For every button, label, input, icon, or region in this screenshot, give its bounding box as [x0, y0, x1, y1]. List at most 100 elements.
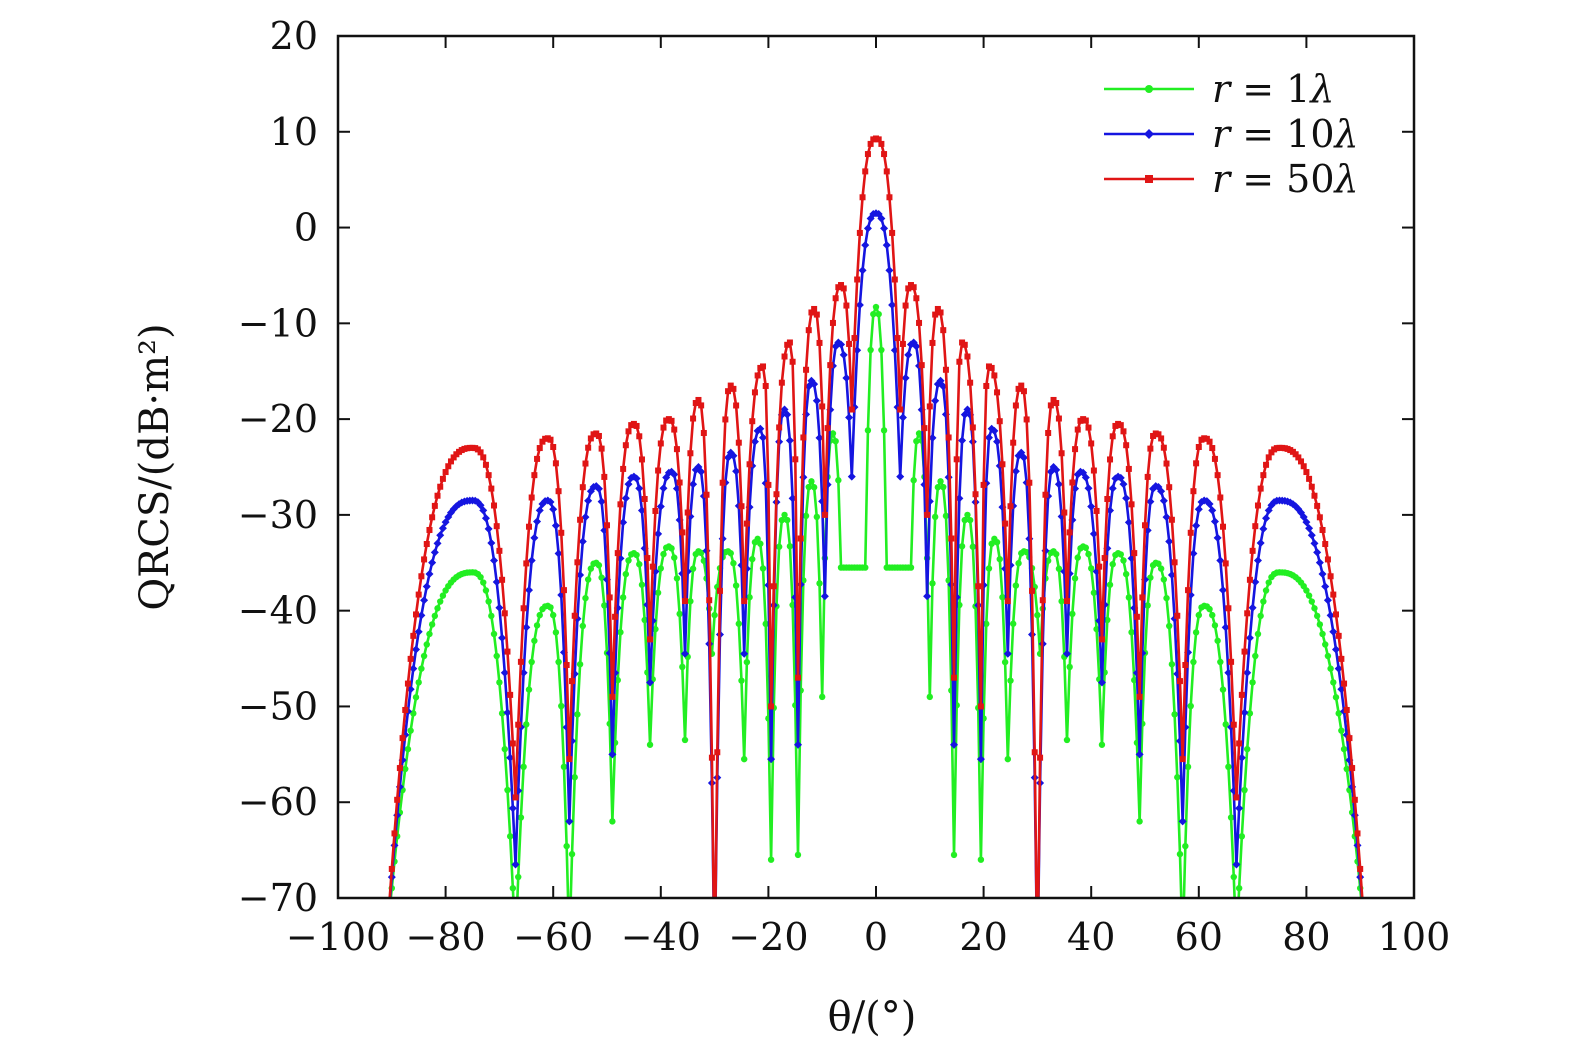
- data-point: [617, 501, 624, 508]
- data-point: [1089, 529, 1098, 538]
- data-point: [1093, 507, 1100, 514]
- data-point: [797, 535, 804, 542]
- data-point: [1316, 621, 1324, 628]
- data-point: [619, 594, 627, 601]
- data-point: [837, 340, 846, 349]
- data-point: [1346, 735, 1353, 742]
- x-tick-label: 80: [1282, 915, 1330, 959]
- data-point: [1360, 903, 1366, 909]
- data-point: [948, 535, 955, 542]
- data-point: [533, 622, 541, 629]
- data-point: [415, 591, 422, 598]
- data-point: [904, 350, 913, 359]
- data-point: [676, 479, 683, 486]
- data-point: [493, 652, 500, 660]
- data-point: [420, 652, 428, 660]
- data-point: [1259, 524, 1268, 533]
- data-point: [554, 549, 563, 558]
- data-point: [660, 424, 667, 431]
- data-point: [940, 327, 947, 334]
- data-point: [735, 620, 743, 627]
- data-point: [926, 693, 933, 701]
- data-point: [1230, 873, 1237, 881]
- data-point: [391, 830, 398, 837]
- data-point: [1163, 460, 1170, 467]
- x-axis: −100 −80 −60 −40 −20 0 20 40 60 80 100: [286, 36, 1450, 959]
- data-point: [668, 545, 675, 552]
- x-tick-label: 100: [1378, 915, 1451, 959]
- data-point: [1002, 520, 1009, 527]
- data-point: [969, 543, 977, 550]
- data-point: [945, 434, 952, 441]
- data-point: [958, 543, 966, 550]
- data-point: [506, 753, 515, 762]
- data-point: [1124, 518, 1133, 527]
- data-point: [921, 425, 928, 432]
- x-tick-label: −80: [405, 915, 485, 959]
- y-tick-label: −40: [238, 589, 318, 633]
- data-point: [402, 706, 409, 713]
- data-point: [1190, 658, 1197, 666]
- data-point: [1308, 483, 1315, 490]
- data-point: [431, 502, 438, 509]
- data-point: [964, 353, 971, 360]
- data-point: [509, 884, 517, 892]
- data-point: [1252, 652, 1259, 660]
- data-point: [571, 612, 578, 619]
- data-point: [810, 380, 819, 389]
- data-point: [437, 483, 444, 490]
- data-point: [872, 303, 880, 311]
- data-point: [889, 229, 896, 236]
- data-point: [711, 611, 718, 619]
- data-point: [515, 873, 522, 881]
- data-point: [609, 818, 616, 825]
- data-point: [750, 437, 759, 446]
- data-point: [1326, 611, 1335, 620]
- data-point: [810, 484, 818, 491]
- data-point: [1338, 727, 1345, 734]
- data-point: [749, 418, 756, 425]
- data-point: [1147, 574, 1154, 581]
- data-point: [838, 282, 845, 289]
- data-point: [845, 413, 854, 422]
- data-point: [496, 679, 503, 686]
- data-point: [1343, 765, 1350, 773]
- data-point: [426, 526, 433, 533]
- data-point: [671, 426, 678, 433]
- data-point: [976, 755, 985, 764]
- data-point: [430, 548, 439, 557]
- data-point: [821, 511, 828, 518]
- data-point: [1205, 499, 1214, 508]
- data-point: [1227, 814, 1235, 821]
- data-point: [770, 583, 777, 590]
- data-point: [534, 455, 541, 462]
- data-point: [1332, 694, 1340, 701]
- data-point: [547, 604, 554, 611]
- data-point: [503, 708, 512, 717]
- data-point: [687, 598, 694, 605]
- data-point: [1104, 495, 1111, 502]
- data-point: [891, 276, 898, 283]
- data-point: [937, 309, 944, 316]
- data-point: [811, 305, 818, 312]
- data-point: [1054, 480, 1063, 489]
- data-point: [1241, 786, 1248, 794]
- data-point: [1001, 658, 1009, 666]
- data-point: [1004, 755, 1012, 763]
- data-point: [1263, 461, 1270, 468]
- data-point: [1174, 612, 1181, 619]
- data-point: [1090, 589, 1098, 596]
- data-point: [1254, 502, 1261, 509]
- data-point: [808, 309, 815, 316]
- data-point: [659, 484, 668, 493]
- data-point: [579, 622, 586, 630]
- data-point: [679, 529, 686, 536]
- data-point: [784, 516, 791, 524]
- data-point: [428, 621, 436, 628]
- data-point: [1300, 463, 1307, 470]
- data-point: [829, 319, 836, 326]
- data-point: [438, 524, 447, 533]
- data-point: [527, 556, 536, 565]
- data-point: [915, 430, 923, 437]
- data-point: [1209, 611, 1216, 619]
